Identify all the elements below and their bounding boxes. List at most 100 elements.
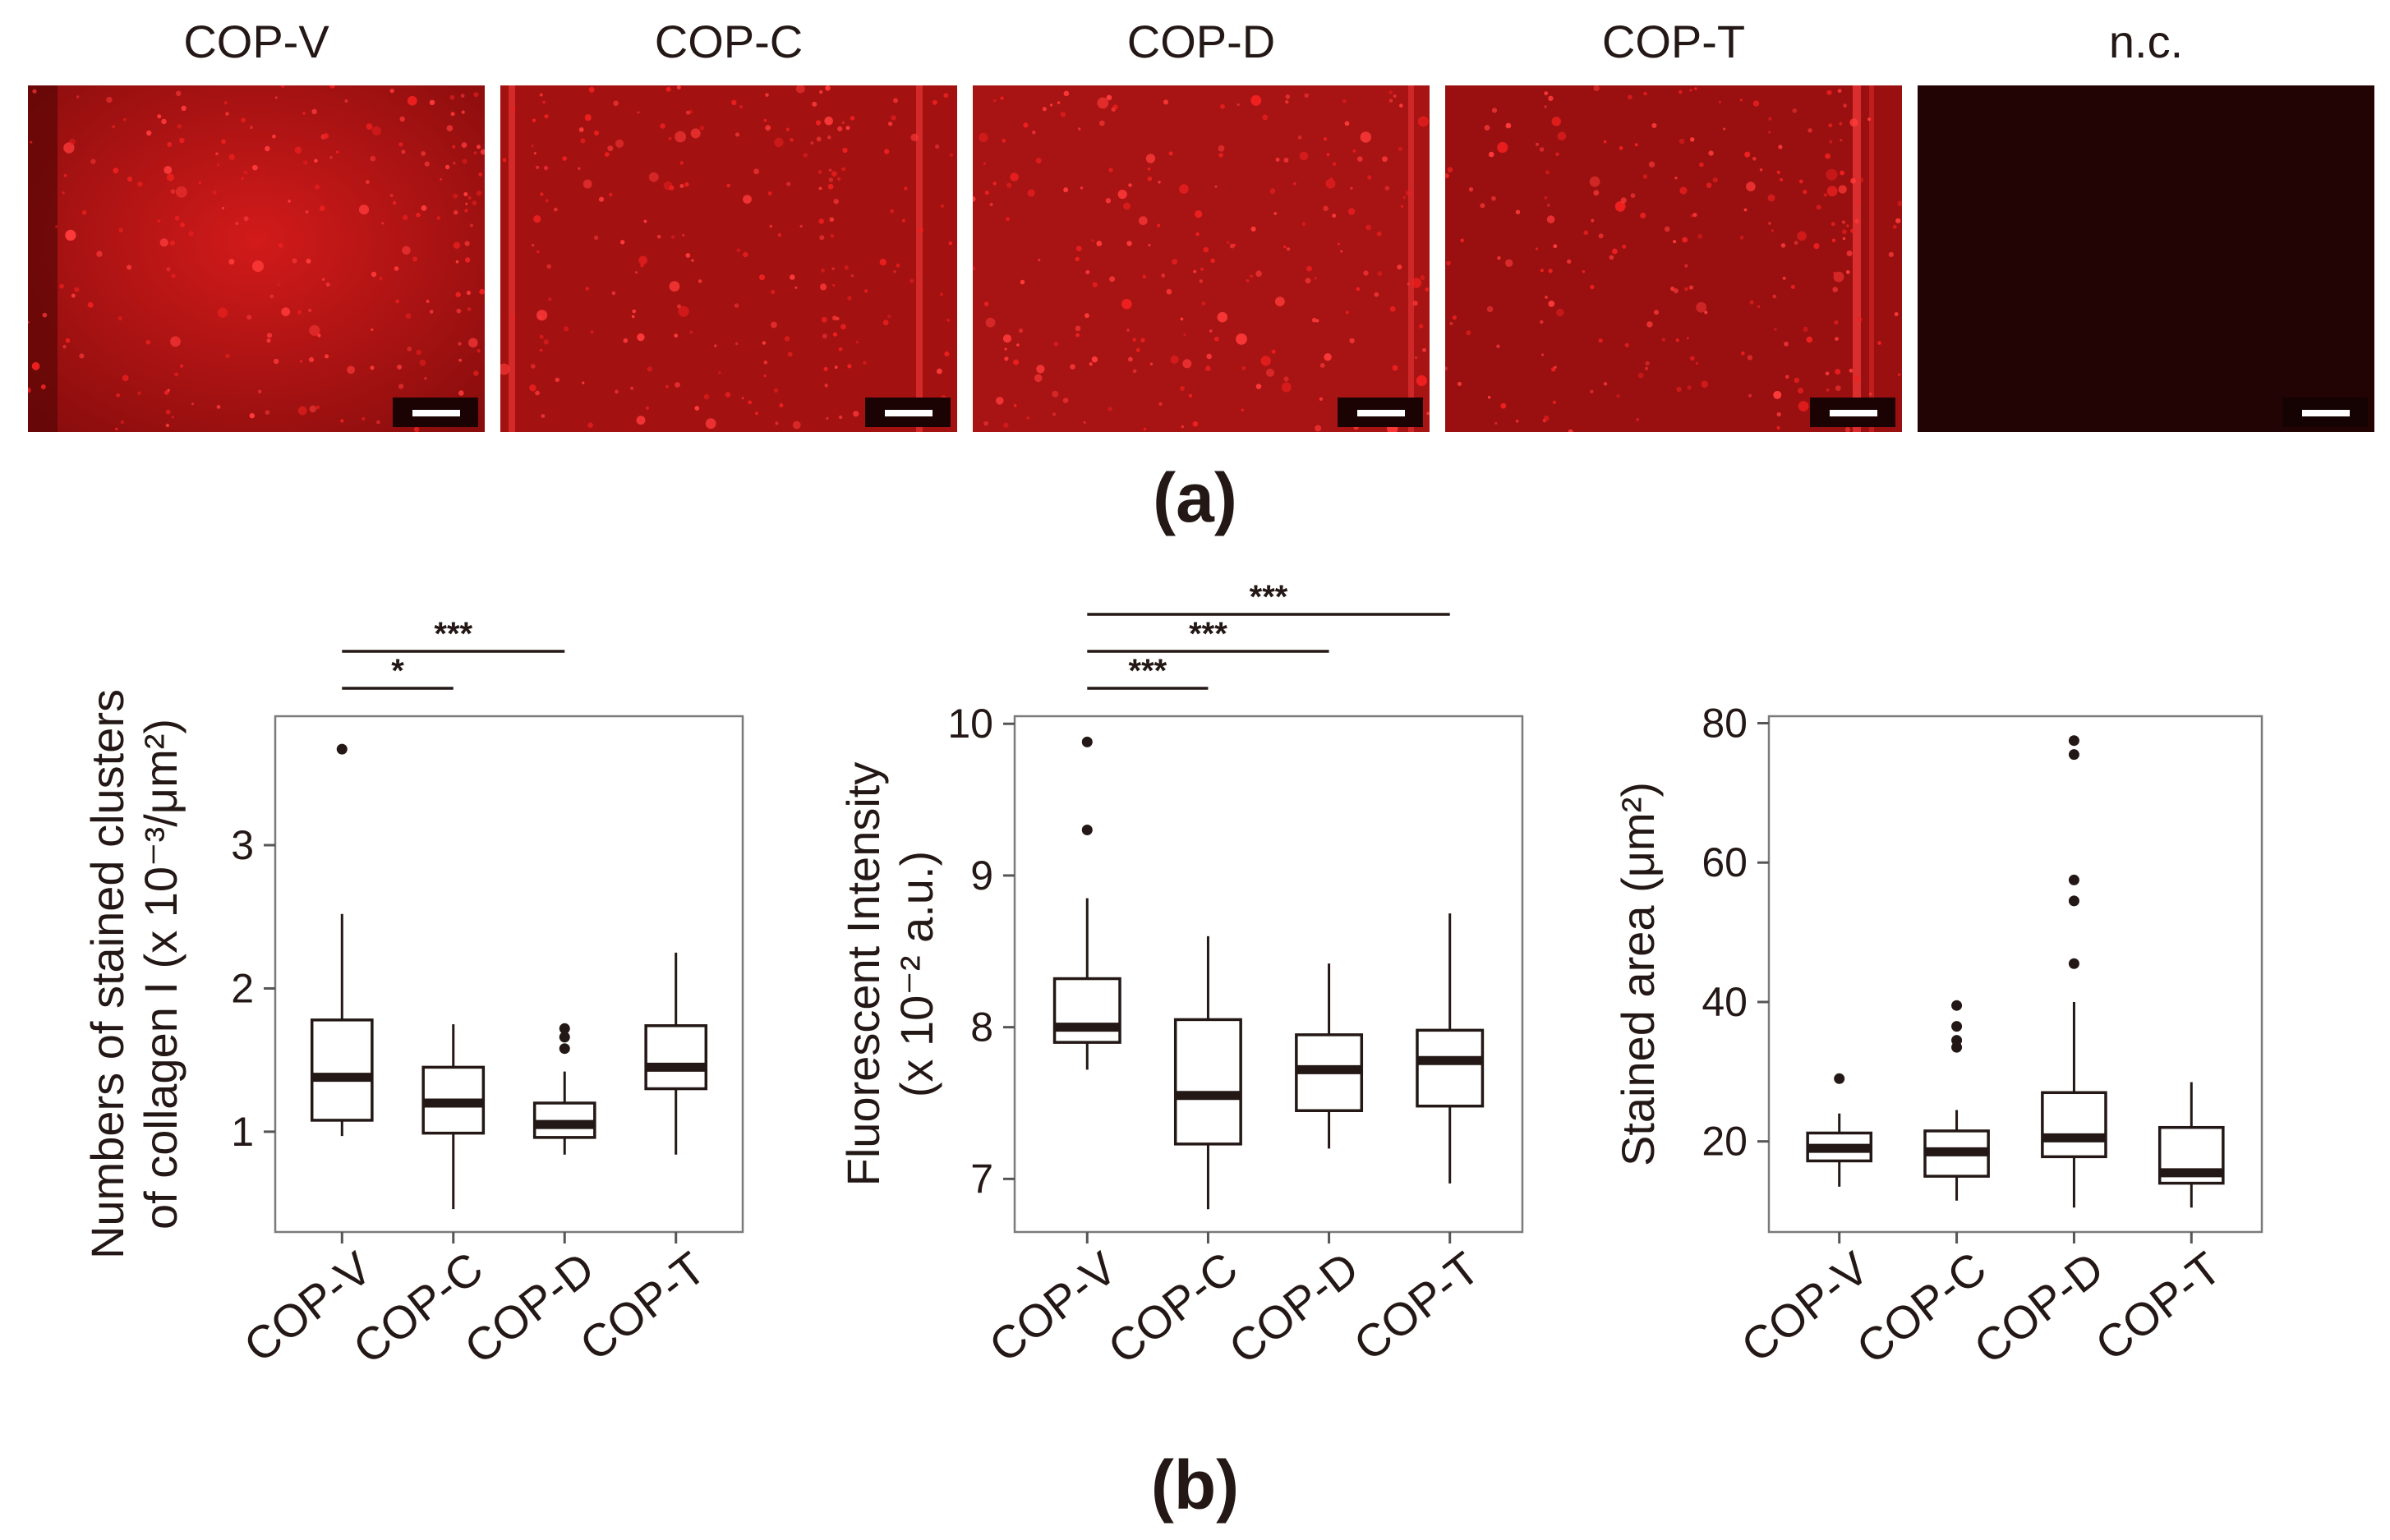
stain-spot xyxy=(1315,425,1322,432)
stain-spot xyxy=(309,405,317,413)
stain-spot xyxy=(831,267,835,270)
stain-spot xyxy=(1835,385,1841,391)
stain-spot xyxy=(675,131,686,143)
stain-spot xyxy=(831,171,837,177)
outlier-point xyxy=(2068,735,2079,747)
stain-spot xyxy=(731,99,737,105)
stain-spot xyxy=(1042,107,1047,112)
stain-spot xyxy=(1792,108,1798,113)
box-iqr xyxy=(310,1018,374,1122)
stain-spot xyxy=(1250,226,1256,232)
stain-spot xyxy=(177,124,182,129)
stain-spot xyxy=(180,364,184,368)
stain-spot xyxy=(223,100,228,105)
stain-spot xyxy=(983,421,988,426)
stain-spot xyxy=(674,333,678,338)
stain-spot xyxy=(611,291,616,296)
stain-spot xyxy=(1314,277,1317,280)
stain-spot xyxy=(973,266,976,271)
x-tick-label: COP-D xyxy=(1219,1242,1368,1374)
plot-frame xyxy=(1767,715,2263,1234)
stain-spot xyxy=(1286,247,1291,251)
stain-spot xyxy=(1857,200,1860,205)
stain-spot xyxy=(1739,235,1744,240)
stain-spot xyxy=(1831,238,1836,242)
stain-spot xyxy=(476,191,482,196)
y-tick-label: 2 xyxy=(231,965,254,1011)
stain-spot xyxy=(1780,177,1784,182)
stain-spot xyxy=(62,344,67,349)
stain-spot xyxy=(1149,362,1153,365)
stain-spot xyxy=(174,372,179,377)
stain-spot xyxy=(1614,200,1626,212)
stain-spot xyxy=(1692,213,1697,218)
stain-spot xyxy=(1798,388,1803,394)
stain-spot xyxy=(28,320,30,324)
stain-spot xyxy=(1768,222,1771,225)
stain-spot xyxy=(794,286,798,289)
stain-spot xyxy=(478,172,483,177)
stain-spot xyxy=(587,422,593,428)
stain-spot xyxy=(1004,356,1009,361)
stain-spot xyxy=(480,149,485,155)
stain-spot xyxy=(901,218,905,223)
stain-spot xyxy=(694,406,700,411)
stain-spot xyxy=(1544,196,1548,200)
stain-spot xyxy=(790,274,795,280)
stain-spot xyxy=(593,130,600,136)
stain-spot xyxy=(699,126,705,131)
stain-spot xyxy=(607,145,614,152)
stain-spot xyxy=(1752,100,1760,107)
stain-spot xyxy=(638,255,647,265)
stain-spot xyxy=(1365,224,1371,231)
stain-spot xyxy=(1006,217,1010,222)
stain-spot xyxy=(1273,212,1277,215)
stain-spot xyxy=(1794,377,1800,384)
stain-spot xyxy=(1003,422,1009,428)
stain-spot xyxy=(416,212,421,218)
stain-spot xyxy=(429,310,434,314)
stain-spot xyxy=(609,192,613,197)
stain-spot xyxy=(832,315,837,321)
stain-spot xyxy=(472,200,477,206)
stain-spot xyxy=(308,308,312,312)
stain-spot xyxy=(252,260,264,273)
stain-spot xyxy=(1835,337,1839,341)
micro-label-cop-c: COP-C xyxy=(654,16,804,67)
stain-spot xyxy=(1250,94,1262,106)
stain-spot xyxy=(458,342,462,346)
stain-spot xyxy=(1785,375,1789,379)
stain-spot xyxy=(1324,353,1332,361)
stain-spot xyxy=(1622,244,1627,249)
stain-spot xyxy=(1505,259,1513,267)
stain-spot xyxy=(358,205,370,215)
stain-spot xyxy=(167,388,170,392)
stain-spot xyxy=(1265,368,1275,377)
y-tick-label: 40 xyxy=(1702,979,1748,1025)
stain-spot xyxy=(55,225,58,228)
stain-spot xyxy=(637,333,645,342)
stain-spot xyxy=(454,210,458,215)
stain-spot xyxy=(1360,131,1372,143)
stain-spot xyxy=(1398,146,1403,152)
stain-spot xyxy=(1050,103,1053,107)
significance-label: *** xyxy=(1189,616,1227,652)
stain-spot xyxy=(739,105,743,108)
stain-spot xyxy=(269,294,274,299)
y-tick-label: 80 xyxy=(1702,700,1748,746)
stain-spot xyxy=(767,191,772,195)
stain-spot xyxy=(820,283,827,291)
stain-spot xyxy=(816,136,822,142)
stain-spot xyxy=(992,182,997,186)
stain-spot xyxy=(821,316,827,323)
stain-spot xyxy=(405,313,412,319)
stain-spot xyxy=(542,100,546,104)
stain-spot xyxy=(735,342,739,346)
stain-spot xyxy=(1491,108,1498,113)
stain-spot xyxy=(294,146,302,154)
micro-image-nc-svg xyxy=(1918,85,2374,432)
stain-spot xyxy=(1776,411,1781,417)
stain-spot xyxy=(317,333,321,338)
stain-spot xyxy=(668,136,672,140)
stain-spot xyxy=(1867,117,1872,122)
